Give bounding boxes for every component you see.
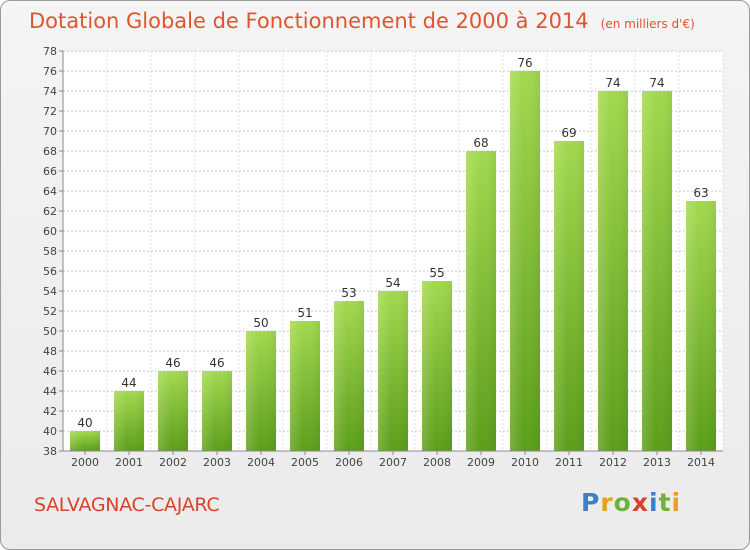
y-tick-label: 62 bbox=[43, 205, 57, 218]
value-label-2011: 69 bbox=[561, 126, 576, 140]
logo-letter: i bbox=[671, 488, 682, 517]
y-tick-label: 46 bbox=[43, 365, 57, 378]
x-tick-label-2000: 2000 bbox=[71, 456, 99, 469]
y-tick-label: 66 bbox=[43, 165, 57, 178]
value-label-2004: 50 bbox=[253, 316, 268, 330]
y-tick-label: 48 bbox=[43, 345, 57, 358]
y-tick-label: 54 bbox=[43, 285, 57, 298]
commune-name: SALVAGNAC-CAJARC bbox=[34, 494, 220, 516]
value-label-2002: 46 bbox=[165, 356, 180, 370]
y-tick-label: 70 bbox=[43, 125, 57, 138]
chart-title-block: Dotation Globale de Fonctionnement de 20… bbox=[29, 9, 695, 33]
logo-letter: t bbox=[658, 488, 672, 517]
y-tick-label: 52 bbox=[43, 305, 57, 318]
logo-letter: o bbox=[613, 488, 632, 517]
x-tick-label-2004: 2004 bbox=[247, 456, 275, 469]
value-label-2009: 68 bbox=[473, 136, 488, 150]
logo-letter: i bbox=[649, 488, 659, 517]
value-label-2003: 46 bbox=[209, 356, 224, 370]
y-tick-label: 38 bbox=[43, 445, 57, 458]
value-label-2005: 51 bbox=[297, 306, 312, 320]
y-tick-label: 76 bbox=[43, 65, 57, 78]
x-tick-label-2013: 2013 bbox=[643, 456, 671, 469]
logo-letter: x bbox=[631, 488, 649, 517]
value-label-2006: 53 bbox=[341, 286, 356, 300]
bar-shine-2014 bbox=[686, 201, 716, 451]
chart-title: Dotation Globale de Fonctionnement de 20… bbox=[29, 9, 589, 33]
axis-layer: 38 40 42 44 46 48 50 52 54 56 58 60 62 64 66 68 70 72 74 76… bbox=[43, 45, 723, 469]
y-tick-label: 42 bbox=[43, 405, 57, 418]
y-tick-label: 64 bbox=[43, 185, 57, 198]
bar-shine-2007 bbox=[378, 291, 408, 451]
value-label-2010: 76 bbox=[517, 56, 532, 70]
x-tick-label-2005: 2005 bbox=[291, 456, 319, 469]
logo-letter: P bbox=[581, 488, 601, 517]
y-tick-label: 68 bbox=[43, 145, 57, 158]
x-tick-label-2007: 2007 bbox=[379, 456, 407, 469]
bar-shine-2005 bbox=[290, 321, 320, 451]
bar-shine-2009 bbox=[466, 151, 496, 451]
bar-shine-2000 bbox=[70, 431, 100, 451]
x-tick-label-2008: 2008 bbox=[423, 456, 451, 469]
y-tick-label: 78 bbox=[43, 45, 57, 58]
bar-shine-2012 bbox=[598, 91, 628, 451]
x-tick-label-2003: 2003 bbox=[203, 456, 231, 469]
bar-shine-2003 bbox=[202, 371, 232, 451]
value-label-2014: 63 bbox=[693, 186, 708, 200]
value-label-2008: 55 bbox=[429, 266, 444, 280]
bar-shine-2006 bbox=[334, 301, 364, 451]
logo-letter: r bbox=[600, 488, 614, 517]
x-tick-label-2002: 2002 bbox=[159, 456, 187, 469]
y-tick-label: 50 bbox=[43, 325, 57, 338]
y-tick-label: 74 bbox=[43, 85, 57, 98]
y-tick-label: 58 bbox=[43, 245, 57, 258]
bars-layer: 40 44 46 46 50 51 53 54 55 68 76 69 74 74 63 bbox=[70, 56, 716, 451]
value-label-2001: 44 bbox=[121, 376, 136, 390]
y-tick-label: 56 bbox=[43, 265, 57, 278]
bar-shine-2001 bbox=[114, 391, 144, 451]
x-tick-label-2001: 2001 bbox=[115, 456, 143, 469]
bar-shine-2010 bbox=[510, 71, 540, 451]
x-tick-label-2012: 2012 bbox=[599, 456, 627, 469]
bar-shine-2002 bbox=[158, 371, 188, 451]
bar-shine-2004 bbox=[246, 331, 276, 451]
value-label-2000: 40 bbox=[77, 416, 92, 430]
value-label-2007: 54 bbox=[385, 276, 400, 290]
proxiti-logo: Proxiti bbox=[581, 488, 681, 517]
x-tick-label-2009: 2009 bbox=[467, 456, 495, 469]
y-tick-label: 40 bbox=[43, 425, 57, 438]
x-tick-label-2011: 2011 bbox=[555, 456, 583, 469]
unit-note: (en milliers d'€) bbox=[600, 17, 695, 31]
value-label-2012: 74 bbox=[605, 76, 620, 90]
y-tick-label: 44 bbox=[43, 385, 57, 398]
y-tick-label: 60 bbox=[43, 225, 57, 238]
bar-shine-2011 bbox=[554, 141, 584, 451]
bar-shine-2013 bbox=[642, 91, 672, 451]
x-tick-label-2010: 2010 bbox=[511, 456, 539, 469]
bar-shine-2008 bbox=[422, 281, 452, 451]
value-label-2013: 74 bbox=[649, 76, 664, 90]
x-tick-label-2006: 2006 bbox=[335, 456, 363, 469]
y-tick-label: 72 bbox=[43, 105, 57, 118]
x-tick-label-2014: 2014 bbox=[687, 456, 715, 469]
